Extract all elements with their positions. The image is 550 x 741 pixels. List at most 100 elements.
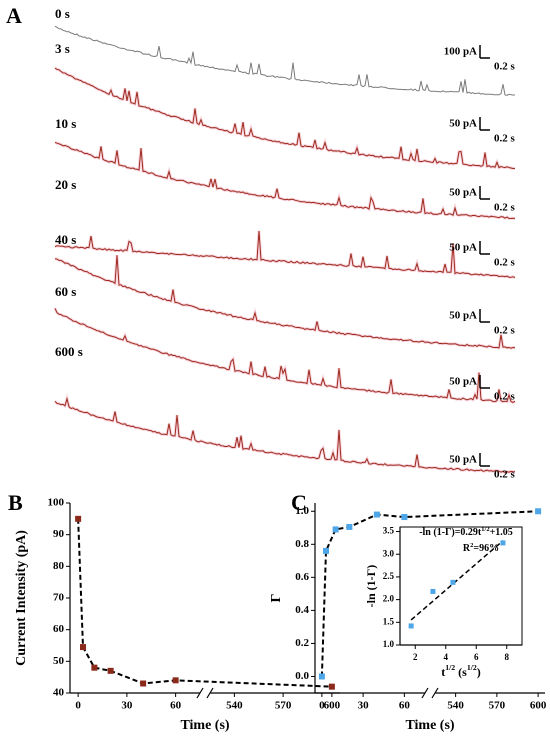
scale-time: 0.2 s <box>494 325 516 337</box>
label: Time (s) <box>405 718 454 733</box>
trace-shadow <box>53 307 516 405</box>
y-tick-label: 0.0 <box>295 670 309 682</box>
scale-time: 0.2 s <box>494 61 516 73</box>
x-tick-label: 30 <box>358 700 370 712</box>
y-tick-label: 1.0 <box>383 639 395 649</box>
y-tick-label: 100 <box>48 497 65 509</box>
x-tick-label: 540 <box>447 700 464 712</box>
scale-current: 100 pA <box>444 46 477 58</box>
data-point <box>75 515 82 522</box>
label: t1/2 (s1/2) <box>441 663 481 678</box>
y-tick-label: 2.0 <box>383 594 395 604</box>
trace <box>54 230 516 278</box>
trace-label: 3 s <box>55 41 70 56</box>
scale-time: 0.2 s <box>494 469 516 481</box>
data-point <box>401 514 408 521</box>
scale-current: 50 pA <box>449 187 477 199</box>
data-point <box>373 511 380 518</box>
y-tick-label: 50 <box>53 655 65 667</box>
data-point <box>500 540 506 546</box>
label: -ln (1-Γ)=0.29t1/2+1.05 <box>419 526 513 538</box>
data-point <box>332 526 339 533</box>
x-tick-label: 8 <box>505 652 510 662</box>
y-axis-label: Γ <box>269 593 284 602</box>
scale-time: 0.2 s <box>494 202 516 214</box>
connector-line <box>77 518 332 688</box>
data-point <box>328 683 335 690</box>
y-tick-label: 90 <box>53 528 65 540</box>
label-part: R <box>463 543 471 554</box>
label-part: ) <box>477 665 481 679</box>
y-tick-label: 60 <box>53 623 65 635</box>
y-tick-label: 0.6 <box>295 571 309 583</box>
y-tick-label: 80 <box>53 560 65 572</box>
trace <box>54 255 516 349</box>
axis-break <box>431 687 439 699</box>
trace-label: 600 s <box>55 344 83 359</box>
x-tick-label: 570 <box>489 700 506 712</box>
y-tick-label: 1.5 <box>383 616 395 626</box>
x-tick-label: 0 <box>319 700 325 712</box>
y-tick-label: 0.8 <box>295 538 309 550</box>
panel-label: B <box>8 490 23 515</box>
data-point <box>80 644 86 651</box>
axes-frame <box>399 526 523 646</box>
scale-current: 50 pA <box>449 242 477 254</box>
y-tick-label: 40 <box>53 687 65 699</box>
x-tick-label: 60 <box>399 700 411 712</box>
trace-label: 40 s <box>55 232 76 247</box>
axis-break <box>421 687 429 699</box>
data-point <box>107 667 114 674</box>
data-point <box>318 673 325 680</box>
trace-label: 60 s <box>55 284 76 299</box>
label-part: 2 <box>470 542 473 549</box>
panel-label: A <box>6 3 22 28</box>
scale-time: 0.2 s <box>494 133 516 145</box>
data-point <box>323 547 329 554</box>
data-point <box>346 523 353 530</box>
y-axis-label: Current Intensity (pA) <box>14 530 29 666</box>
y-axis-label: -ln (1-Γ) <box>364 565 378 608</box>
data-point <box>408 623 414 629</box>
y-tick-label: 1.0 <box>295 505 309 517</box>
trace <box>54 67 516 170</box>
y-tick-label: 0.4 <box>295 604 309 616</box>
data-point <box>140 680 147 687</box>
x-tick-label: 6 <box>474 652 479 662</box>
axis-break <box>196 687 204 699</box>
label-part: Time (s) <box>180 718 229 733</box>
label-part: t <box>441 665 445 679</box>
scale-time: 0.2 s <box>494 257 516 269</box>
trace <box>54 396 515 473</box>
trace <box>54 25 515 96</box>
label-part: -ln (1-Γ)=0.29t <box>419 527 482 538</box>
panel-label: C <box>291 490 307 515</box>
label-part: 1/2 <box>481 526 489 533</box>
trace-label: 20 s <box>55 177 76 192</box>
label-part: 1/2 <box>445 663 455 672</box>
data-point <box>450 579 456 585</box>
axis-break <box>206 687 214 699</box>
trace <box>54 141 516 220</box>
x-tick-label: 570 <box>275 700 292 712</box>
trace-shadow <box>54 230 516 279</box>
x-tick-label: 30 <box>121 700 133 712</box>
label-part: (s <box>455 665 467 679</box>
label-part: =96% <box>473 543 499 554</box>
fit-line <box>410 540 504 621</box>
x-tick-label: 4 <box>444 652 449 662</box>
scale-current: 50 pA <box>449 454 477 466</box>
scale-current: 50 pA <box>449 376 477 388</box>
x-tick-label: 60 <box>170 700 182 712</box>
x-tick-label: 600 <box>530 700 547 712</box>
y-tick-label: 2.5 <box>383 571 395 581</box>
y-tick-label: 70 <box>53 592 65 604</box>
y-tick-label: 3.0 <box>383 548 395 558</box>
scale-current: 50 pA <box>449 310 477 322</box>
label-part: Time (s) <box>405 718 454 733</box>
x-tick-label: 2 <box>413 652 418 662</box>
label: Time (s) <box>180 718 229 733</box>
data-point <box>535 508 542 515</box>
x-tick-label: 540 <box>226 700 243 712</box>
